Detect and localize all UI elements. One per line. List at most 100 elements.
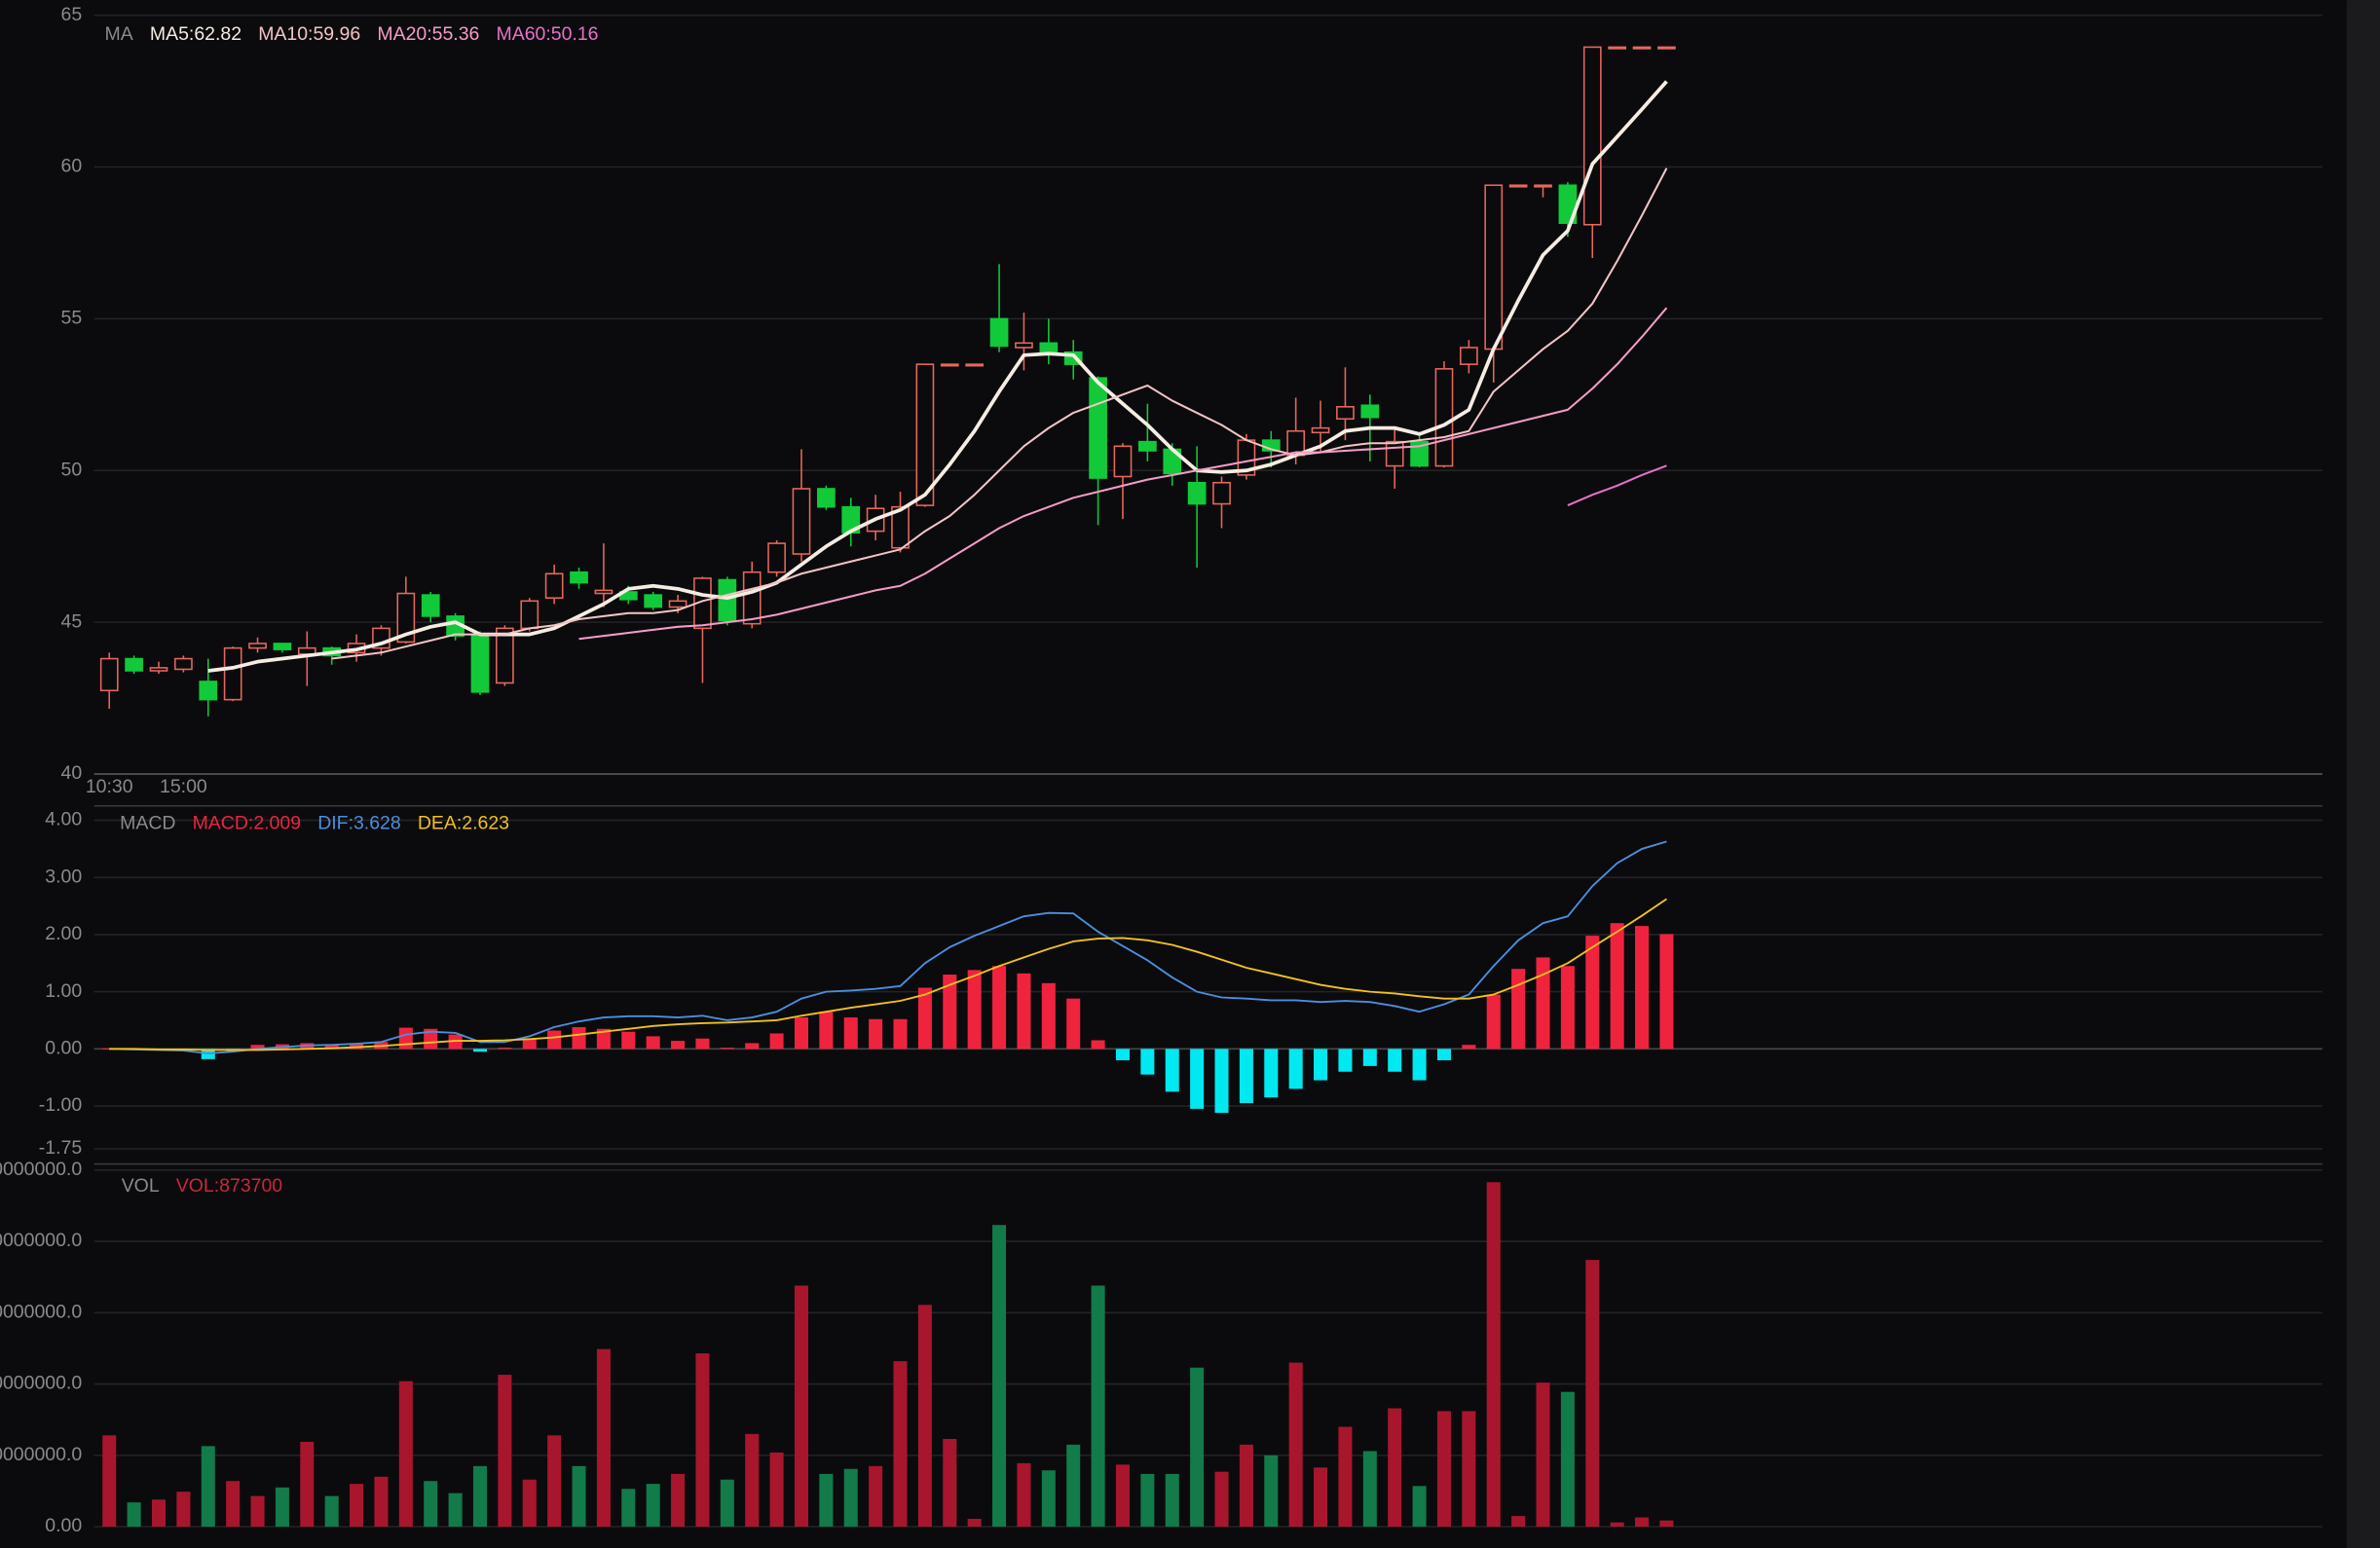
macd-bar [547, 1030, 562, 1050]
macd-bar [1264, 1049, 1279, 1098]
y-tick-label: 40000000.0 [0, 1230, 82, 1251]
candle-body [1015, 342, 1033, 349]
macd-bar [1091, 1040, 1105, 1050]
volume-bar [201, 1446, 215, 1528]
macd-bar [671, 1041, 686, 1050]
volume-bar [472, 1465, 488, 1528]
macd-bar [1436, 1049, 1451, 1061]
candle-body [248, 643, 267, 649]
y-tick-label: -1.00 [39, 1094, 83, 1116]
volume-bar [324, 1495, 339, 1528]
candle-body [1657, 46, 1676, 50]
candle-body [470, 633, 490, 693]
candle-body [1212, 481, 1231, 505]
macd-bar [869, 1018, 883, 1050]
candle-body [421, 594, 440, 617]
candle-body [520, 600, 539, 630]
candle-body [1311, 426, 1330, 434]
volume-bar [646, 1484, 660, 1528]
macd-bar [1140, 1049, 1155, 1075]
macd-bar [572, 1027, 586, 1050]
y-tick-label: 0.00 [45, 1515, 82, 1536]
macd-bar [1338, 1049, 1353, 1072]
ma-line [578, 307, 1668, 641]
legend-entry: DIF:3.628 [317, 813, 401, 834]
macd-bar [1041, 982, 1056, 1050]
volume-bar [1635, 1517, 1650, 1528]
candle-body [915, 363, 935, 506]
candle-body [940, 363, 959, 367]
x-tick-label: 15:00 [160, 776, 207, 797]
y-tick-label: 50 [61, 459, 83, 480]
macd-line [109, 898, 1667, 1051]
volume-bar [102, 1435, 117, 1528]
candle-body [742, 571, 762, 625]
volume-bar [745, 1433, 760, 1528]
macd-bar [1190, 1049, 1205, 1109]
volume-bar [869, 1465, 883, 1528]
y-tick-label: 55 [61, 308, 83, 329]
macd-bar [794, 1017, 808, 1050]
volume-bar [671, 1473, 686, 1528]
candle-body [1459, 347, 1478, 365]
macd-bar [1115, 1049, 1130, 1061]
y-tick-label: 50000000.0 [0, 1159, 82, 1180]
volume-bar [1239, 1444, 1253, 1528]
volume-bar [917, 1305, 932, 1528]
candle-body [149, 667, 168, 672]
volume-bar [127, 1502, 141, 1528]
ma-line [1567, 464, 1667, 507]
macd-bar [522, 1039, 537, 1050]
macd-bar [596, 1028, 611, 1050]
volume-bar [1140, 1473, 1155, 1528]
macd-bar [1017, 973, 1031, 1050]
candle-body [1039, 342, 1059, 353]
y-tick-label: 60 [61, 156, 83, 177]
candle-body [570, 571, 588, 584]
x-tick-label: 10:30 [86, 776, 133, 797]
volume-bar [769, 1452, 784, 1528]
volume-bar [1659, 1520, 1674, 1528]
volume-bar [1264, 1455, 1279, 1528]
macd-bar [1314, 1049, 1328, 1081]
macd-bar [745, 1043, 760, 1050]
macd-bar [324, 1044, 339, 1050]
candle-body [174, 657, 193, 671]
volume-bar [1165, 1473, 1179, 1528]
volume-bar [151, 1499, 167, 1528]
macd-bar [943, 975, 957, 1050]
candle-body [1534, 184, 1552, 188]
legend-entry: MACD:2.009 [193, 813, 301, 834]
candle-body [544, 572, 564, 599]
y-tick-label: 1.00 [45, 980, 82, 1002]
macd-bar [967, 970, 982, 1050]
macd-bar [819, 1012, 834, 1050]
volume-bar [522, 1479, 537, 1528]
macd-bar [843, 1017, 858, 1050]
candle-body [1187, 481, 1207, 505]
candle-body [594, 589, 614, 595]
y-tick-label: 2.00 [45, 923, 82, 944]
y-tick-label: 20000000.0 [0, 1373, 82, 1394]
macd-bar [424, 1028, 438, 1050]
volume-bar [1091, 1285, 1105, 1528]
volume-bar [275, 1487, 289, 1528]
y-tick-label: 30000000.0 [0, 1301, 82, 1322]
volume-bar [621, 1489, 636, 1528]
y-tick-label: 40 [61, 762, 83, 784]
candle-body [1360, 404, 1380, 419]
candle-body [99, 657, 119, 692]
volume-bar [1486, 1182, 1501, 1528]
volume-bar [819, 1473, 834, 1528]
y-tick-label: 0.00 [45, 1037, 82, 1058]
y-tick-label: 3.00 [45, 866, 82, 887]
volume-bar [1560, 1391, 1575, 1528]
ma-line [207, 80, 1668, 673]
volume-bar [1511, 1516, 1526, 1528]
volume-bar [1115, 1464, 1130, 1528]
legend-indicator: MA [105, 23, 133, 45]
legend-indicator: MACD [120, 813, 175, 834]
macd-bar [1362, 1049, 1377, 1066]
legend-entry: MA5:62.82 [150, 23, 242, 45]
